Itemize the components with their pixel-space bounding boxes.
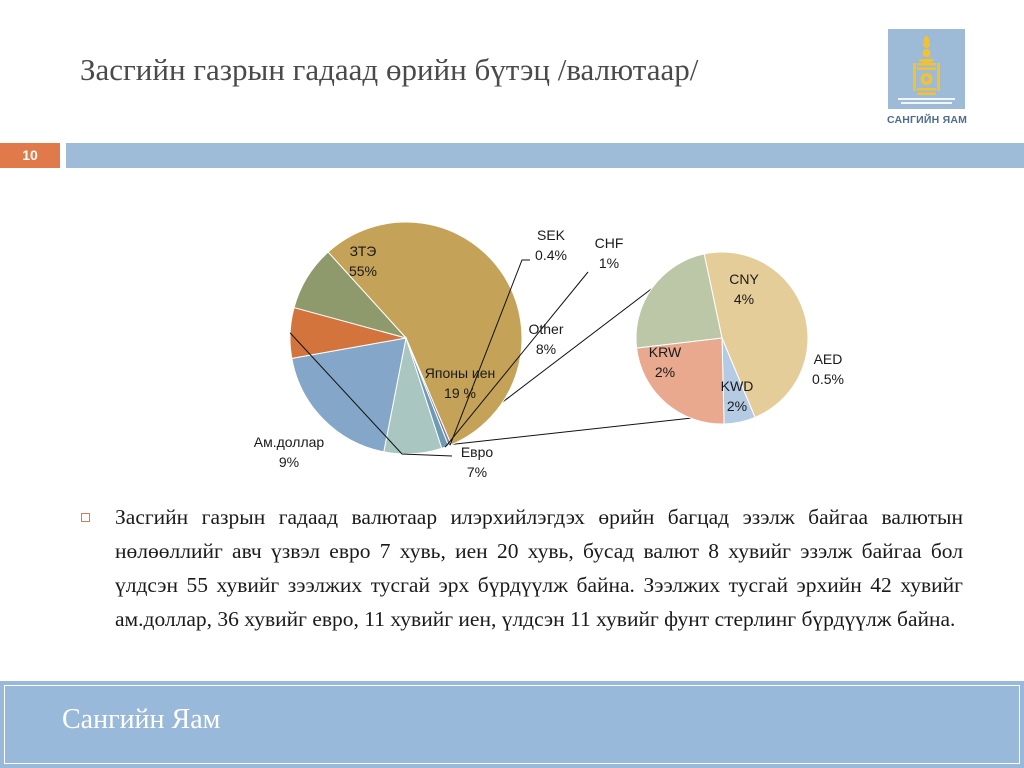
data-label-krw: KRW 2% xyxy=(649,344,682,380)
data-label-sek: SEK 0.4% xyxy=(535,227,567,263)
header-bar xyxy=(66,143,1024,168)
footer-text: Сангийн Яам xyxy=(62,704,221,735)
data-label-aed: AED 0.5% xyxy=(812,351,844,387)
leader-line-chf xyxy=(444,271,589,448)
data-label-cny: CNY 4% xyxy=(729,271,759,307)
page-title: Засгийн газрын гадаад өрийн бүтэц /валют… xyxy=(80,52,699,87)
secondary-pie xyxy=(635,251,809,425)
soyombo-emblem-icon xyxy=(888,29,965,109)
pie-slice-cny xyxy=(703,251,809,419)
data-label-ам-доллар: Ам.доллар 9% xyxy=(254,434,325,470)
main-pie xyxy=(289,221,523,455)
pie-slice-kwd xyxy=(636,337,725,425)
data-label-евро: Евро 7% xyxy=(461,444,494,480)
bullet-icon xyxy=(81,513,90,522)
data-label-other: Other 8% xyxy=(528,321,563,357)
pie-slice-зтэ xyxy=(327,221,523,446)
pie-slice-krw xyxy=(635,253,723,349)
data-label-chf: CHF 1% xyxy=(595,235,624,271)
pie-slice-японы-иен xyxy=(291,337,407,453)
ministry-logo xyxy=(888,29,965,109)
leader-lines xyxy=(289,259,589,457)
data-labels: ЗТЭ 55% SEK 0.4% CHF 1% Other 8% Японы иен 19 % Ев… xyxy=(254,227,844,480)
slide-number: 10 xyxy=(0,143,60,168)
data-label-японы-иен: Японы иен 19 % xyxy=(425,365,496,401)
data-label-зтэ: ЗТЭ 55% xyxy=(349,243,377,279)
footer-frame xyxy=(4,685,1020,764)
data-label-kwd: KWD 2% xyxy=(721,378,754,414)
footer-bar xyxy=(0,681,1024,768)
logo-caption: САНГИЙН ЯАМ xyxy=(886,114,968,126)
body-paragraph: Засгийн газрын гадаад валютаар илэрхийлэ… xyxy=(115,505,963,631)
pie-slice-ам-доллар xyxy=(293,251,408,339)
leader-line-sek xyxy=(449,259,530,446)
pie-of-pie-chart: ЗТЭ 55% SEK 0.4% CHF 1% Other 8% Японы иен 19 % Ев… xyxy=(254,221,844,480)
leader-line-евро xyxy=(289,332,453,457)
